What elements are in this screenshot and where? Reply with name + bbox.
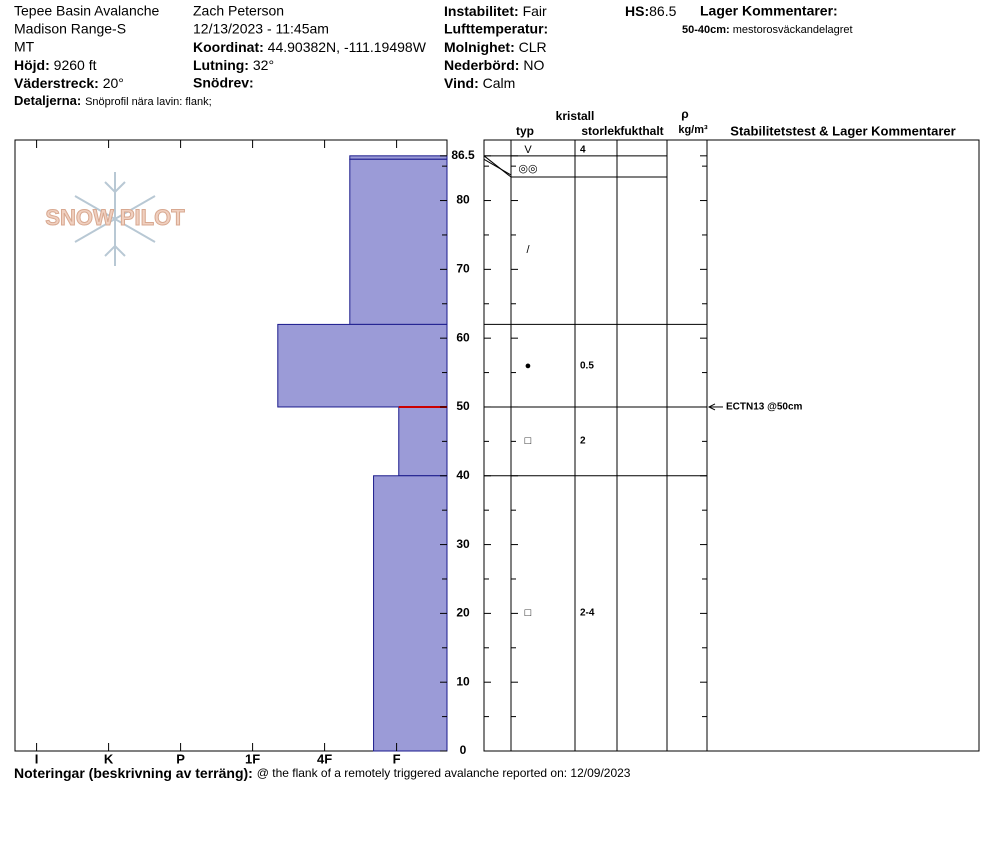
label: Instabilitet: xyxy=(444,3,519,19)
logo-text: SNOW PILOT xyxy=(45,205,185,230)
label: Lutning: xyxy=(193,57,249,73)
y-tick-label: 30 xyxy=(456,537,470,551)
label: Koordinat: xyxy=(193,39,264,55)
sky: Molnighet: CLR xyxy=(444,39,547,55)
value: 20° xyxy=(103,75,124,91)
test-arrowhead xyxy=(707,403,716,411)
label: Nederbörd: xyxy=(444,57,519,73)
layer-comment: 50-40cm: mestorosväckandelagret xyxy=(682,24,853,36)
test-label: ECTN13 @50cm xyxy=(726,402,803,413)
value: Calm xyxy=(483,75,516,91)
site: Tepee Basin Avalanche xyxy=(14,3,160,19)
label: Molnighet: xyxy=(444,39,515,55)
layer-bar xyxy=(398,406,448,477)
y-tick-label: 80 xyxy=(456,193,470,207)
value: NO xyxy=(523,57,544,73)
column-header: storlek xyxy=(581,124,621,138)
x-tick-label: 4F xyxy=(317,751,332,766)
y-tick-label: 20 xyxy=(456,606,470,620)
value: 32° xyxy=(253,57,274,73)
value: @ the flank of a remotely triggered aval… xyxy=(257,766,631,780)
details: Detaljerna: Snöprofil nära lavin: flank; xyxy=(14,93,212,109)
precip: Nederbörd: NO xyxy=(444,57,544,73)
column-header: fukthalt xyxy=(620,124,663,138)
crystal-symbol: □ xyxy=(525,435,532,447)
stability: Instabilitet: Fair xyxy=(444,3,547,19)
layer-bar xyxy=(349,158,448,325)
column-lines xyxy=(510,140,708,751)
label: 50-40cm: xyxy=(682,24,730,36)
layer-bar xyxy=(277,323,448,408)
column-header: kristall xyxy=(556,109,595,123)
column-header: typ xyxy=(516,124,534,138)
crystal-size: 0.5 xyxy=(580,361,594,372)
y-tick-label: 0 xyxy=(460,743,467,757)
drift: Snödrev: xyxy=(193,75,254,91)
notes: Noteringar (beskrivning av terräng): @ t… xyxy=(14,765,631,781)
slope: Lutning: 32° xyxy=(193,57,274,73)
column-header: kg/m³ xyxy=(678,124,708,136)
x-tick-label: F xyxy=(393,751,401,766)
value: 44.90382N, -111.19498W xyxy=(268,39,427,55)
y-tick-label: 50 xyxy=(456,399,470,413)
value: 86.5 xyxy=(649,3,676,19)
y-tick-label: 40 xyxy=(456,468,470,482)
layer-comments-label: Lager Kommentarer: xyxy=(700,3,838,19)
crystal-size: 4 xyxy=(580,145,586,156)
y-tick-label: 10 xyxy=(456,674,470,688)
label: Detaljerna: xyxy=(14,93,81,108)
coord: Koordinat: 44.90382N, -111.19498W xyxy=(193,39,427,55)
label: Vind: xyxy=(444,75,479,91)
y-tick-label: 70 xyxy=(456,262,470,276)
column-header: ρ xyxy=(681,107,688,121)
value: mestorosväckandelagret xyxy=(733,24,853,36)
hs: HS:86.5 xyxy=(625,3,677,19)
datetime: 12/13/2023 - 11:45am xyxy=(193,21,329,37)
aspect: Väderstreck: 20° xyxy=(14,75,124,91)
y-tick-label: 60 xyxy=(456,330,470,344)
crystal-symbol: / xyxy=(526,244,530,256)
label: Noteringar (beskrivning av terräng): xyxy=(14,765,253,781)
layer-bar xyxy=(373,475,448,752)
crystal-symbol: V xyxy=(524,144,532,156)
elevation: Höjd: 9260 ft xyxy=(14,57,97,73)
value: Snöprofil nära lavin: flank; xyxy=(85,96,212,108)
connector xyxy=(483,158,512,176)
observer: Zach Peterson xyxy=(193,3,284,19)
x-tick-label: I xyxy=(35,751,39,766)
value: Fair xyxy=(523,3,547,19)
x-tick-label: P xyxy=(176,751,185,766)
state: MT xyxy=(14,39,35,55)
crystal-symbol: ● xyxy=(525,360,532,372)
crystal-symbol: ◎◎ xyxy=(518,163,537,175)
crystal-size: 2-4 xyxy=(580,608,595,619)
logo xyxy=(74,172,156,266)
layer-bar xyxy=(349,155,448,160)
crystal-size: 2 xyxy=(580,436,586,447)
label: HS: xyxy=(625,3,649,19)
crystal-symbol: □ xyxy=(525,607,532,619)
wind: Vind: Calm xyxy=(444,75,515,91)
airtemp: Lufttemperatur: xyxy=(444,21,548,37)
x-tick-label: 1F xyxy=(245,751,260,766)
table-frame xyxy=(483,139,980,752)
value: CLR xyxy=(519,39,547,55)
connector xyxy=(483,155,512,178)
column-header: Stabilitetstest & Lager Kommentarer xyxy=(730,123,955,138)
label: Höjd: xyxy=(14,57,50,73)
y-tick-label: 86.5 xyxy=(451,148,475,162)
x-tick-label: K xyxy=(104,751,114,766)
label: Väderstreck: xyxy=(14,75,99,91)
value: 9260 ft xyxy=(54,57,97,73)
range: Madison Range-S xyxy=(14,21,126,37)
